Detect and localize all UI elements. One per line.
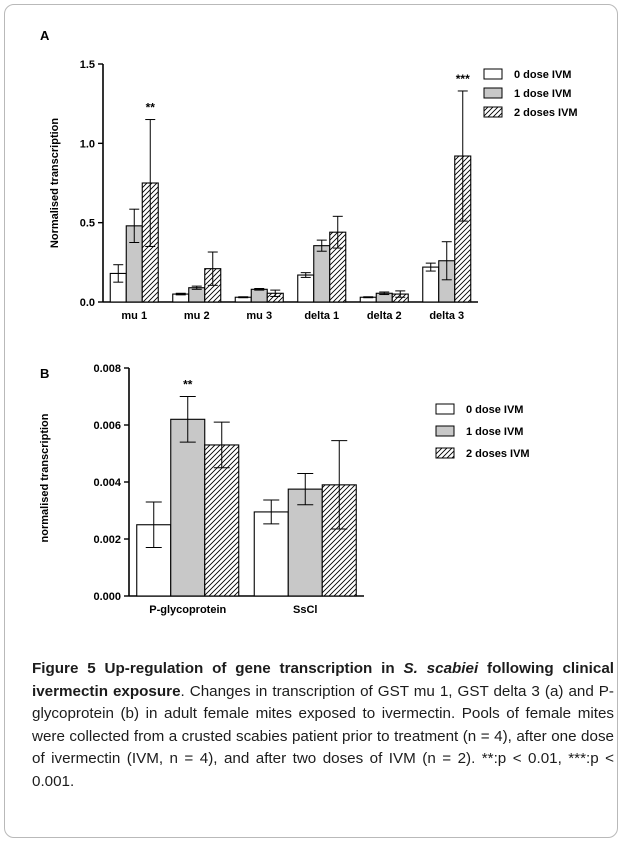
chart-panel-a: A Normalised transcription 0.0 0.5 1.0 1.5 m…	[40, 28, 578, 322]
y-tick-label: 0.004	[93, 477, 121, 489]
y-tick-label: 0.006	[93, 420, 121, 432]
legend-swatch	[483, 106, 503, 118]
caption-title-italic: S. scabiei	[403, 660, 479, 677]
bar	[422, 266, 440, 303]
significance-marker: **	[146, 101, 156, 115]
bar	[170, 418, 206, 597]
legend-swatch	[483, 87, 503, 99]
legend-label: 1 dose IVM	[466, 426, 523, 438]
bar	[287, 488, 323, 597]
x-tick-label: delta 2	[367, 310, 402, 322]
y-tick-label: 1.5	[80, 59, 95, 71]
bar	[250, 288, 268, 303]
significance-marker: **	[183, 378, 193, 392]
panel-label: A	[40, 28, 50, 43]
legend-swatch	[483, 68, 503, 80]
y-tick-label: 0.000	[93, 591, 121, 603]
legend-swatch	[435, 447, 455, 459]
y-tick-label: 0.002	[93, 534, 121, 546]
caption-title-pre: Up-regulation of gene transcription in	[104, 660, 404, 677]
x-tick-label: mu 3	[246, 310, 272, 322]
y-tick-label: 0.0	[80, 297, 95, 309]
x-tick-label: SsCl	[293, 604, 317, 616]
caption-body: . Changes in transcription of GST mu 1, …	[32, 682, 614, 790]
y-tick-label: 0.008	[93, 363, 121, 375]
caption-label: Figure 5	[32, 660, 96, 677]
legend-label: 0 dose IVM	[514, 69, 571, 81]
legend-swatch	[435, 425, 455, 437]
bar	[313, 245, 331, 303]
y-tick-label: 0.5	[80, 218, 95, 230]
legend-label: 0 dose IVM	[466, 404, 523, 416]
legend-swatch	[435, 403, 455, 415]
x-tick-label: mu 1	[121, 310, 147, 322]
y-axis-label: normalised transcription	[39, 413, 51, 542]
y-tick-label: 1.0	[80, 138, 95, 150]
x-tick-label: P-glycoprotein	[149, 604, 226, 616]
panel-label: B	[40, 366, 49, 381]
chart-panel-b: B normalised transcription 0.000 0.002 0.0…	[39, 363, 530, 616]
significance-marker: ***	[456, 72, 470, 86]
x-tick-label: delta 3	[429, 310, 464, 322]
x-tick-label: mu 2	[184, 310, 210, 322]
y-axis-label: Normalised transcription	[49, 118, 61, 248]
bar	[253, 511, 289, 597]
bar	[297, 274, 315, 303]
legend-label: 2 doses IVM	[514, 107, 578, 119]
bar	[188, 287, 206, 303]
bar	[204, 444, 240, 597]
figure-caption: Figure 5 Up-regulation of gene transcrip…	[32, 658, 614, 793]
legend-label: 2 doses IVM	[466, 448, 530, 460]
caption-title-post: following clinical ivermectin exposure	[32, 660, 614, 700]
legend-label: 1 dose IVM	[514, 88, 571, 100]
x-tick-label: delta 1	[304, 310, 339, 322]
figure-frame	[4, 4, 618, 838]
